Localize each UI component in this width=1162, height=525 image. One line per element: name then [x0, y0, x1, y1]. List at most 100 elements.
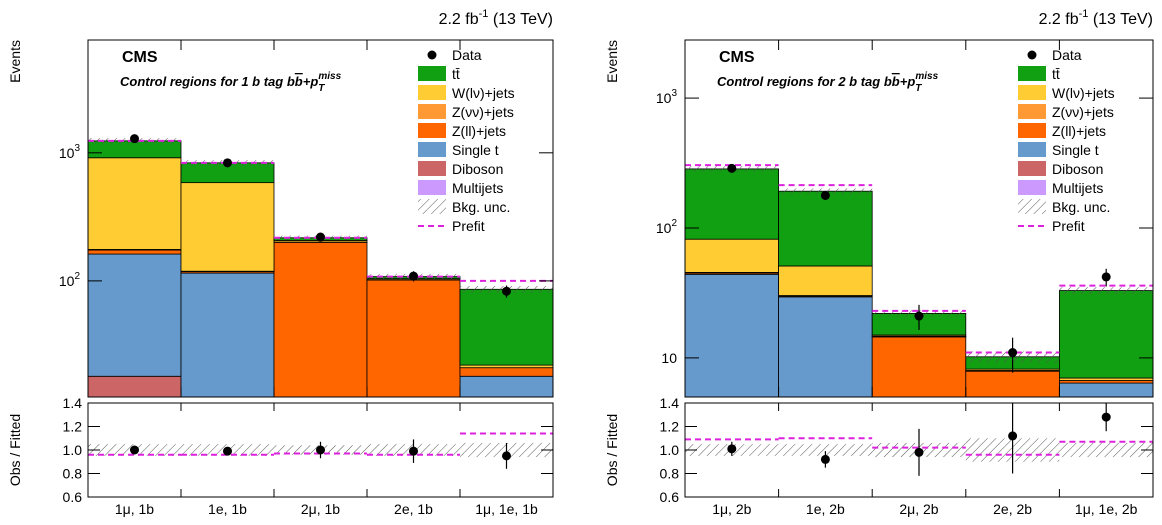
plot-frame [684, 39, 1154, 398]
tick-exp: 2 [74, 271, 80, 282]
ratio-point [409, 446, 418, 456]
legend-label: Diboson [1052, 161, 1103, 177]
legend-marker [427, 50, 437, 60]
stack-segment [684, 273, 779, 398]
stack-segment [459, 288, 554, 366]
legend-swatch [1018, 104, 1046, 119]
legend-label: Single t [452, 142, 499, 158]
legend-swatch [418, 161, 446, 176]
legend-label: Z(νν)+jets [1052, 104, 1114, 120]
tick-base: 10 [656, 220, 672, 236]
x-tick-label: 2μ, 1b [301, 501, 340, 517]
data-point [130, 134, 139, 144]
data-point [316, 232, 325, 242]
legend-label: Data [452, 47, 482, 63]
y-tick-label: 1.0 [63, 442, 83, 458]
stack-segment [273, 241, 368, 398]
tick-exp: 3 [671, 88, 677, 99]
stack-segment [684, 238, 779, 273]
uncertainty-band [1059, 287, 1153, 295]
tick-base: 1.0 [63, 442, 83, 458]
legend-swatch [1018, 123, 1046, 138]
x-tick-label: 1μ, 1b [115, 501, 154, 517]
lumi-energy: (13 TeV) [1088, 11, 1153, 28]
x-tick-label: 1e, 1b [208, 501, 247, 517]
subtitle-sup: miss [915, 71, 938, 82]
ratio-point [1008, 431, 1018, 441]
data-point [409, 271, 418, 281]
tick-exp: 3 [74, 143, 80, 154]
y-tick-label: 0.8 [63, 466, 83, 482]
stack-segment [180, 272, 275, 398]
subtitle-sub: T [318, 83, 325, 94]
plot-frame [87, 39, 554, 398]
subtitle-bbar: b [892, 74, 900, 89]
stack-segment [684, 168, 779, 240]
data-point [914, 311, 924, 321]
data-point [1008, 348, 1018, 358]
ratio-point [502, 451, 511, 461]
legend-swatch [1018, 180, 1046, 195]
legend-label: Data [1052, 47, 1082, 63]
stack-segment [1059, 382, 1154, 398]
tick-base: 1.0 [660, 442, 680, 458]
legend-swatch [1018, 161, 1046, 176]
ratio-point [316, 445, 325, 455]
legend-label: tt̄ [1052, 66, 1060, 82]
legend-swatch [1018, 66, 1046, 81]
subtitle: Control regions for 2 b tag bb+pTmiss [717, 71, 939, 94]
subtitle-plus: +p [303, 74, 319, 89]
subtitle-text: Control regions for 2 b tag b [717, 74, 892, 89]
lumi-exponent: -1 [1079, 8, 1089, 20]
legend-label: Z(νν)+jets [452, 104, 514, 120]
tick-base: 10 [59, 273, 75, 289]
y-tick-label: 1.2 [63, 419, 83, 435]
data-point [502, 286, 511, 296]
legend-swatch [418, 180, 446, 195]
stack-segment [459, 375, 554, 398]
legend-label: W(lν)+jets [452, 85, 515, 101]
stack-segment [871, 336, 967, 398]
legend-label: Single t [1052, 142, 1099, 158]
x-tick-label: 2e, 2b [993, 501, 1032, 517]
legend-swatch [418, 104, 446, 119]
y-tick-label: 1.2 [660, 419, 680, 435]
x-tick-label: 1μ, 1e, 2b [1075, 501, 1138, 517]
y-tick-label: 103 [59, 143, 81, 161]
lumi-energy: (13 TeV) [488, 11, 553, 28]
data-point [223, 158, 232, 168]
x-tick-label: 2e, 1b [394, 501, 433, 517]
experiment-label: CMS [719, 49, 755, 66]
y-tick-label: 0.6 [63, 489, 83, 505]
subtitle: Control regions for 1 b tag bb+pTmiss [120, 71, 342, 94]
ratio-uncertainty-band [1059, 442, 1153, 458]
tick-exp: 2 [671, 218, 677, 229]
y-tick-label: 102 [656, 218, 678, 236]
subtitle-plus: +p [900, 74, 916, 89]
tick-base: 10 [656, 90, 672, 106]
legend-label: Z(ll)+jets [1052, 123, 1106, 139]
legend-label: Bkg. unc. [1052, 199, 1110, 215]
legend-swatch [1018, 142, 1046, 157]
subtitle-bbar: b [295, 74, 303, 89]
x-tick-label: 1μ, 1e, 1b [475, 501, 538, 517]
legend-marker [1027, 50, 1037, 60]
y-tick-label: 1.4 [660, 395, 680, 411]
stack-segment [366, 279, 461, 398]
stack-segment [778, 190, 873, 267]
y-tick-label: 0.6 [660, 489, 680, 505]
legend-label: Z(ll)+jets [452, 123, 506, 139]
legend-swatch [418, 199, 446, 214]
legend-label: Multijets [452, 180, 503, 196]
stack-segment [459, 367, 554, 377]
stack-segment [87, 249, 182, 255]
y-tick-label: 103 [656, 88, 678, 106]
y-tick-label: 1.0 [660, 442, 680, 458]
stack-segment [180, 182, 275, 272]
legend-swatch [1018, 85, 1046, 100]
lumi-value: 2.2 fb [1039, 11, 1079, 28]
legend-label: Diboson [452, 161, 503, 177]
stack-segment [965, 370, 1060, 398]
ratio-point [820, 454, 830, 464]
